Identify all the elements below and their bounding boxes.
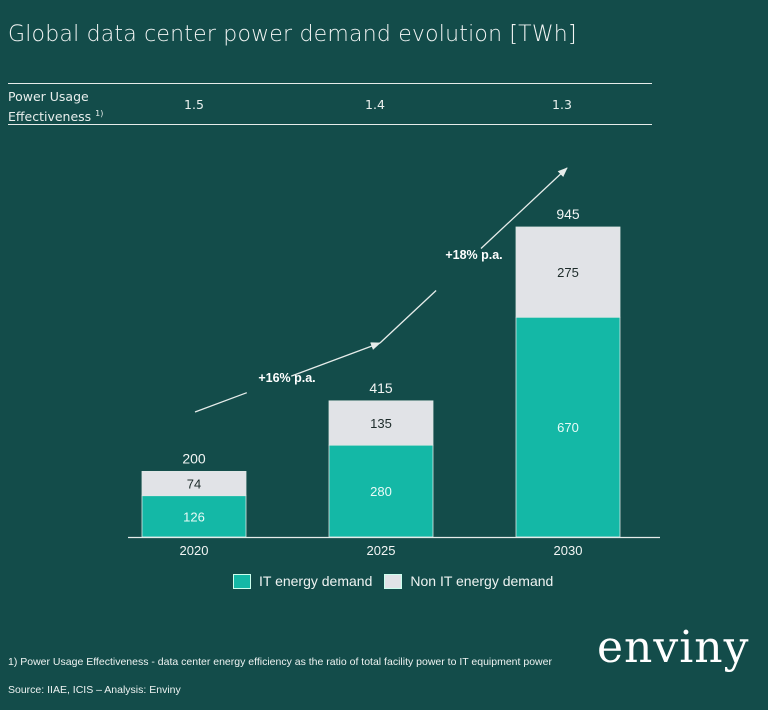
bar-segment-it-2030 (515, 316, 621, 538)
legend-swatch-non-it (384, 573, 403, 589)
growth-annotation-1: +16% p.a. (258, 371, 315, 385)
bar-segment-non-it-2020 (141, 470, 247, 497)
growth-arrow-1-head (290, 342, 381, 377)
pue-footnote-marker: 1) (95, 109, 104, 118)
legend: IT energy demand Non IT energy demand (233, 573, 565, 589)
pue-top-rule (8, 83, 652, 84)
x-tick-label-2025: 2025 (367, 543, 396, 558)
total-label-2020: 200 (182, 450, 206, 466)
pue-label-text: Power Usage Effectiveness (8, 89, 92, 125)
pue-value-2030: 1.3 (552, 97, 572, 112)
data-label-it-2025: 280 (370, 484, 392, 499)
data-label-non-it-2030: 275 (557, 265, 579, 280)
bar-segment-it-2020 (141, 495, 247, 538)
enviny-logo: enviny (597, 622, 750, 673)
chart-title: Global data center power demand evolutio… (8, 22, 577, 47)
total-label-2030: 945 (556, 206, 580, 222)
legend-label-non-it: Non IT energy demand (410, 573, 554, 589)
data-label-it-2020: 126 (183, 509, 205, 524)
pue-value-2020: 1.5 (184, 97, 204, 112)
legend-item-non-it: Non IT energy demand (384, 573, 553, 589)
pue-label: Power Usage Effectiveness 1) (8, 88, 128, 125)
pue-value-2025: 1.4 (365, 97, 385, 112)
growth-arrow-2-tail (379, 290, 437, 344)
bar-segment-it-2025 (328, 444, 434, 538)
total-label-2025: 415 (369, 380, 393, 396)
growth-arrow-1-tail (194, 392, 248, 413)
x-tick-label-2030: 2030 (554, 543, 583, 558)
data-label-non-it-2025: 135 (370, 416, 392, 431)
pue-bottom-rule (8, 124, 652, 125)
legend-item-it: IT energy demand (233, 573, 372, 589)
data-label-it-2030: 670 (557, 420, 579, 435)
source-note: Source: IIAE, ICIS – Analysis: Enviny (8, 684, 181, 696)
legend-label-it: IT energy demand (259, 573, 373, 589)
data-label-non-it-2020: 74 (187, 477, 201, 492)
bar-segment-non-it-2025 (328, 400, 434, 446)
growth-arrow-2-head (480, 167, 568, 249)
x-tick-label-2020: 2020 (180, 543, 209, 558)
legend-swatch-it (233, 573, 251, 589)
bar-segment-non-it-2030 (515, 226, 621, 318)
footnote: 1) Power Usage Effectiveness - data cent… (8, 656, 552, 668)
growth-annotation-2: +18% p.a. (445, 248, 502, 262)
